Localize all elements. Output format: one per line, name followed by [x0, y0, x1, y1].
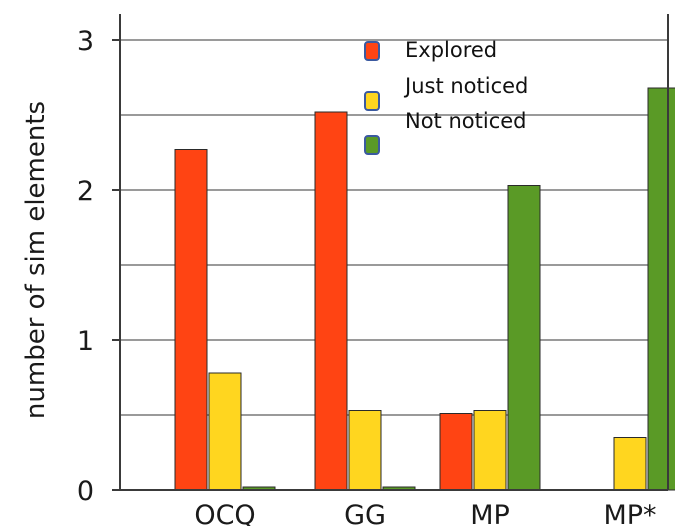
- legend-label: Explored: [405, 38, 497, 62]
- bar-just-noticed-gg: [348, 410, 382, 491]
- y-tick-label: 3: [77, 26, 94, 57]
- legend-swatch-explored: [364, 41, 380, 61]
- y-tick-label: 0: [77, 476, 94, 507]
- gridlines: [120, 39, 668, 416]
- bar-just-noticed-mp: [613, 437, 647, 491]
- legend-swatch-not-noticed: [364, 135, 380, 155]
- legend-label: Just noticed: [403, 74, 528, 98]
- y-axis-label: number of sim elements: [21, 101, 51, 419]
- bar-just-noticed-mp: [473, 410, 507, 491]
- legend-label: Not noticed: [405, 109, 527, 133]
- legend-swatch-just-noticed: [364, 91, 380, 111]
- axes: [112, 14, 669, 491]
- bar-just-noticed-ocq: [208, 372, 242, 491]
- bar-not-noticed-mp: [507, 185, 541, 491]
- bars: [174, 87, 675, 491]
- legend: Explored Just noticed Not noticed: [364, 38, 528, 155]
- bar-not-noticed-mp: [647, 87, 675, 491]
- bar-explored-mp: [439, 413, 473, 491]
- x-tick-label: OCQ: [194, 500, 255, 526]
- bar-explored-gg: [314, 111, 348, 491]
- x-tick-label: MP*: [603, 500, 656, 526]
- y-tick-label: 2: [77, 176, 94, 207]
- y-tick-labels: 0 1 2 3: [77, 26, 94, 507]
- bar-explored-ocq: [174, 149, 208, 491]
- y-tick-label: 1: [77, 326, 94, 357]
- x-tick-label: GG: [344, 500, 386, 526]
- x-tick-label: MP: [470, 500, 510, 526]
- x-tick-labels: OCQ GG MP MP*: [194, 500, 656, 526]
